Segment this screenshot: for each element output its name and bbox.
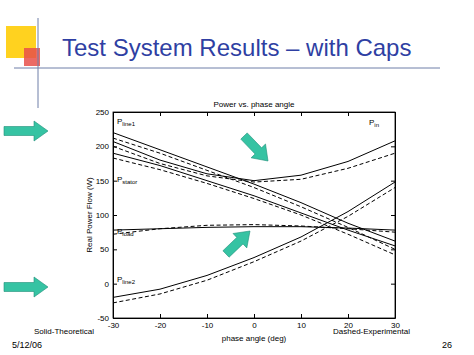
annotation-subscript: line2 [122, 279, 135, 285]
tick [160, 112, 161, 116]
tick: -10 [202, 314, 214, 330]
tick-label: -30 [108, 321, 120, 330]
tick-mark [391, 318, 395, 319]
axis-line [395, 113, 396, 319]
tick: -50 [97, 314, 117, 323]
x-axis-top [114, 112, 396, 116]
tick [391, 112, 395, 113]
tick-label: 100 [96, 211, 110, 220]
series-line [113, 188, 395, 303]
tick [391, 215, 395, 216]
tick-mark [348, 112, 349, 116]
tick: 50 [100, 245, 117, 254]
slide-date: 5/12/06 [12, 340, 42, 350]
tick-mark [301, 314, 302, 318]
x-axis-title: phase angle (deg) [222, 334, 287, 343]
annotation-subscript: line1 [122, 121, 135, 127]
lines [113, 133, 395, 303]
decor-line [14, 68, 440, 69]
series-line [113, 133, 395, 241]
tick-mark [254, 314, 255, 318]
annotation-text: Dashed-Experimental [333, 327, 410, 336]
tick [391, 181, 395, 182]
tick: 150 [96, 177, 117, 186]
series-line [113, 182, 395, 297]
series-line [113, 225, 395, 235]
tick-mark [391, 181, 395, 182]
tick [254, 112, 255, 116]
tick: 0 [105, 280, 117, 289]
tick-mark [160, 314, 161, 318]
tick-mark [113, 249, 117, 250]
tick-mark [113, 215, 117, 216]
tick-label: 0 [252, 321, 257, 330]
tick-mark [254, 112, 255, 116]
tick-mark [160, 112, 161, 116]
annotation: Dashed-Experimental [333, 327, 410, 336]
tick-label: -20 [155, 321, 167, 330]
tick-mark [207, 112, 208, 116]
annotation-subscript: in [374, 122, 379, 128]
annotation-text: Solid-Theoretical [34, 327, 94, 336]
tick-mark [113, 146, 117, 147]
tick-label: -50 [97, 314, 109, 323]
tick-mark [391, 284, 395, 285]
tick: -20 [155, 314, 167, 330]
tick-label: 200 [96, 142, 110, 151]
annotation-subscript: stator [122, 179, 137, 185]
tick-label: 150 [96, 177, 110, 186]
decor-line [38, 18, 39, 108]
plot-frame [113, 112, 395, 318]
arrow [241, 133, 268, 161]
annotation: Pin [369, 118, 379, 128]
tick-mark [391, 112, 395, 113]
annotation: Pline2 [117, 275, 136, 285]
chart-title: Power vs. phase angle [214, 100, 295, 109]
tick [348, 112, 349, 116]
tick-label: 0 [105, 280, 110, 289]
tick-mark [391, 146, 395, 147]
arrow [4, 121, 48, 141]
tick: 0 [252, 314, 257, 330]
tick: 200 [96, 142, 117, 151]
tick-mark [348, 314, 349, 318]
annotation: Pstator [117, 175, 137, 185]
annotation-subscript: load [122, 231, 133, 237]
arrow [4, 277, 48, 297]
slide: Test System Results – with Caps -30 -20 -10… [0, 0, 474, 355]
tick [391, 318, 395, 319]
tick [391, 284, 395, 285]
y-axis-right [391, 113, 396, 319]
tick-mark [207, 314, 208, 318]
axis-line [114, 318, 396, 319]
series-line [113, 153, 395, 246]
tick-mark [391, 249, 395, 250]
tick-mark [113, 318, 117, 319]
tick [301, 112, 302, 116]
tick-mark [301, 112, 302, 116]
tick [207, 112, 208, 116]
tick: 250 [96, 108, 117, 117]
tick [391, 146, 395, 147]
arrow [223, 231, 250, 257]
tick: 100 [96, 211, 117, 220]
tick-mark [113, 112, 117, 113]
annotation: Solid-Theoretical [34, 327, 94, 336]
tick-label: 250 [96, 108, 110, 117]
tick-label: -10 [202, 321, 214, 330]
tick: 10 [297, 314, 306, 330]
tick-label: 50 [100, 245, 109, 254]
annotation: Pline1 [117, 117, 136, 127]
slide-title: Test System Results – with Caps [62, 34, 411, 61]
tick-label: 10 [297, 321, 306, 330]
y-axis: -50 0 50 100 150 200 250 [96, 108, 117, 323]
tick [391, 249, 395, 250]
y-axis-title: Real Power Flow (W) [85, 177, 94, 253]
tick-mark [391, 215, 395, 216]
series-line [113, 158, 395, 255]
slide-number: 26 [442, 340, 452, 350]
annotation: Pload [117, 227, 134, 237]
